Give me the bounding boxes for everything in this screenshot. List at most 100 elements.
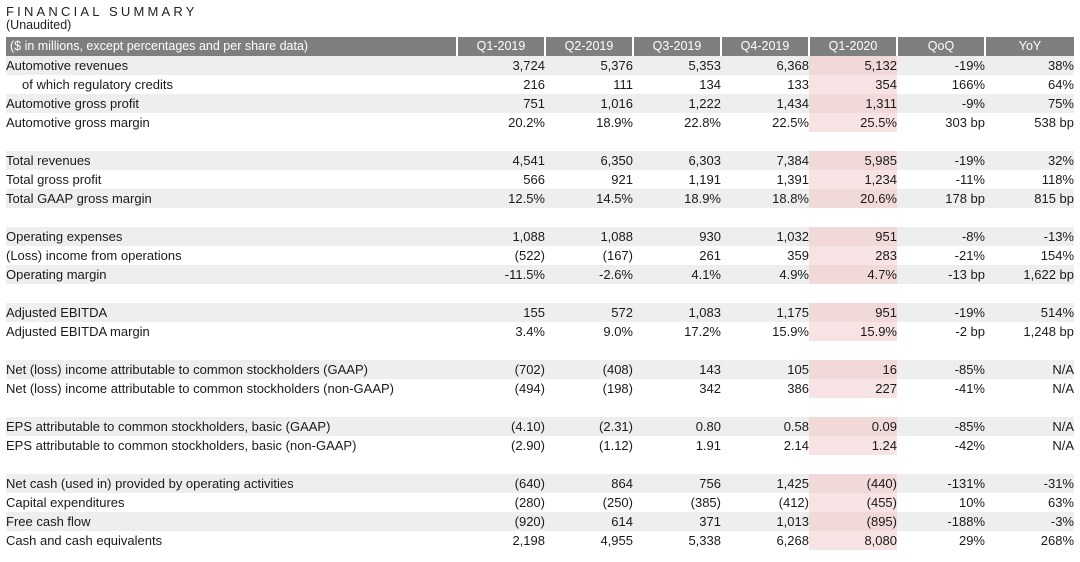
spacer-row <box>6 208 1074 227</box>
row-label: Free cash flow <box>6 512 457 531</box>
value-cell: -19% <box>897 303 985 322</box>
value-cell: 64% <box>1047 77 1074 92</box>
value-cell: 143 <box>633 360 721 379</box>
highlighted-value-cell: 15.9% <box>809 322 897 341</box>
value-cell: (2.31) <box>545 417 633 436</box>
value-cell: 0.58 <box>721 417 809 436</box>
value-cell: 105 <box>721 360 809 379</box>
value-cell: 751 <box>457 94 545 113</box>
value-cell: 921 <box>611 172 633 187</box>
value-cell: -31% <box>985 474 1074 493</box>
value-cell: 20.2% <box>508 115 545 130</box>
highlighted-value-cell: (440) <box>809 474 897 493</box>
table-row: Capital expenditures (280) (250) (385) (412)… <box>6 493 1074 512</box>
row-label: Adjusted EBITDA margin <box>6 324 150 339</box>
column-header-q3-2019: Q3-2019 <box>632 37 721 56</box>
value-cell: 5,376 <box>545 56 633 75</box>
highlighted-value-cell: 1.24 <box>809 436 897 455</box>
value-cell: 22.5% <box>772 115 809 130</box>
value-cell: 371 <box>633 512 721 531</box>
value-cell: -19% <box>897 151 985 170</box>
table-row: Free cash flow (920) 614 371 1,013 (895) -188%… <box>6 512 1074 531</box>
highlighted-value-cell: 5,132 <box>809 56 897 75</box>
value-cell: 566 <box>523 172 545 187</box>
value-cell: -11% <box>955 172 985 187</box>
value-cell: 3.4% <box>515 324 545 339</box>
value-cell: 166% <box>951 77 985 92</box>
highlighted-value-cell: 20.6% <box>809 189 897 208</box>
row-label: EPS attributable to common stockholders,… <box>6 438 357 453</box>
value-cell: -42% <box>954 438 985 453</box>
value-cell: 111 <box>613 77 633 92</box>
value-cell: 17.2% <box>684 324 721 339</box>
value-cell: 1,191 <box>688 172 721 187</box>
table-row: Cash and cash equivalents 2,198 4,955 5,338… <box>6 531 1074 550</box>
highlighted-value-cell: 5,985 <box>809 151 897 170</box>
value-cell: 63% <box>1047 495 1074 510</box>
value-cell: 268% <box>1040 533 1074 548</box>
highlighted-value-cell: 283 <box>809 246 897 265</box>
value-cell: 12.5% <box>457 189 545 208</box>
table-row: Automotive revenues 3,724 5,376 5,353 6,368 5… <box>6 56 1074 75</box>
table-row: Total revenues 4,541 6,350 6,303 7,384 5,985-… <box>6 151 1074 170</box>
highlighted-value-cell: 16 <box>809 360 897 379</box>
value-cell: 1,088 <box>545 227 633 246</box>
value-cell: 155 <box>457 303 545 322</box>
row-label: Automotive revenues <box>6 56 457 75</box>
row-label: Adjusted EBITDA <box>6 303 457 322</box>
value-cell: 32% <box>985 151 1074 170</box>
highlighted-value-cell: 25.5% <box>809 113 897 132</box>
value-cell: 572 <box>545 303 633 322</box>
value-cell: 6,350 <box>545 151 633 170</box>
value-cell: -13 bp <box>897 265 985 284</box>
highlighted-value-cell: 1,234 <box>809 170 897 189</box>
value-cell: (385) <box>690 495 721 510</box>
value-cell: (167) <box>602 248 633 263</box>
spacer-row <box>6 455 1074 474</box>
value-cell: (412) <box>778 495 809 510</box>
value-cell: 6,303 <box>633 151 721 170</box>
value-cell: 1,016 <box>545 94 633 113</box>
value-cell: -19% <box>897 56 985 75</box>
value-cell: 4,541 <box>457 151 545 170</box>
spacer-cell <box>6 132 1074 151</box>
table-row: Adjusted EBITDA 155 572 1,083 1,175 951 -19% 51… <box>6 303 1074 322</box>
value-cell: 815 bp <box>985 189 1074 208</box>
value-cell: 342 <box>699 381 721 396</box>
page-subtitle: (Unaudited) <box>6 18 72 32</box>
value-cell: -41% <box>954 381 985 396</box>
table-row: EPS attributable to common stockholders,… <box>6 417 1074 436</box>
value-cell: (640) <box>457 474 545 493</box>
table-row: of which regulatory credits 216 111 134 133 3… <box>6 75 1074 94</box>
value-cell: 1,222 <box>633 94 721 113</box>
value-cell: (920) <box>457 512 545 531</box>
value-cell: 2.14 <box>783 438 809 453</box>
value-cell: 3,724 <box>457 56 545 75</box>
value-cell: -8% <box>897 227 985 246</box>
value-cell: 0.80 <box>633 417 721 436</box>
value-cell: 4.1% <box>633 265 721 284</box>
page-title: FINANCIAL SUMMARY <box>6 4 198 19</box>
spacer-row <box>6 132 1074 151</box>
value-cell: 18.8% <box>721 189 809 208</box>
row-label: Net (loss) income attributable to common… <box>6 381 394 396</box>
table-row: Adjusted EBITDA margin 3.4% 9.0% 17.2% 15.9%… <box>6 322 1074 341</box>
row-label: Capital expenditures <box>6 495 125 510</box>
table-row: Total GAAP gross margin 12.5% 14.5% 18.9% 18… <box>6 189 1074 208</box>
column-header-yoy: YoY <box>984 37 1074 56</box>
highlighted-value-cell: 8,080 <box>809 531 897 550</box>
value-cell: -131% <box>897 474 985 493</box>
value-cell: 216 <box>523 77 545 92</box>
highlighted-value-cell: 227 <box>809 379 897 398</box>
value-cell: (2.90) <box>511 438 545 453</box>
value-cell: 6,368 <box>721 56 809 75</box>
value-cell: 261 <box>699 248 721 263</box>
value-cell: N/A <box>985 417 1074 436</box>
row-label: (Loss) income from operations <box>6 248 182 263</box>
value-cell: 1,434 <box>721 94 809 113</box>
value-cell: -9% <box>897 94 985 113</box>
value-cell: 134 <box>699 77 721 92</box>
table-row: Automotive gross margin 20.2% 18.9% 22.8% 22… <box>6 113 1074 132</box>
value-cell: 6,268 <box>776 533 809 548</box>
value-cell: 1,013 <box>721 512 809 531</box>
